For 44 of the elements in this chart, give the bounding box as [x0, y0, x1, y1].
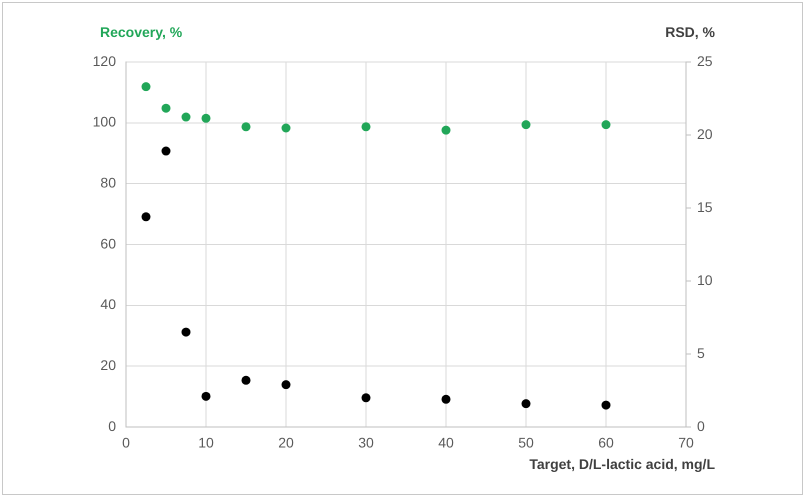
y2-tick-label: 0 — [697, 418, 705, 434]
x-tick-label: 70 — [678, 434, 694, 450]
point — [362, 393, 370, 402]
x-tick-label: 40 — [438, 434, 454, 450]
point — [522, 120, 530, 130]
x-tick-label: 20 — [278, 434, 294, 450]
point — [522, 399, 530, 408]
point — [442, 126, 450, 135]
point — [182, 328, 190, 337]
y2-tick-label: 25 — [697, 52, 713, 69]
x-tick-label: 30 — [358, 434, 374, 450]
point — [442, 394, 450, 404]
y-tick-label: 0 — [108, 418, 116, 434]
point — [202, 392, 210, 401]
point — [142, 212, 150, 222]
y2-axis-title: RSD, % — [665, 24, 715, 40]
point — [142, 82, 150, 92]
y-tick-label: 120 — [92, 52, 116, 69]
point — [162, 104, 170, 113]
y-tick-label: 60 — [100, 235, 116, 252]
point — [162, 146, 170, 156]
y2-tick-label: 20 — [697, 126, 713, 142]
point — [202, 114, 210, 123]
y2-tick-label: 5 — [697, 344, 705, 361]
point — [282, 124, 290, 133]
y2-tick-label: 10 — [697, 272, 713, 288]
y-tick-label: 80 — [100, 174, 116, 191]
y-axis-title: Recovery, % — [100, 24, 182, 40]
y2-tick-label: 15 — [697, 198, 713, 215]
point — [182, 112, 190, 122]
point — [242, 122, 250, 132]
y-tick-label: 20 — [100, 357, 116, 374]
x-axis-title: Target, D/L-lactic acid, mg/L — [529, 456, 715, 472]
point — [282, 380, 290, 390]
point — [602, 400, 610, 410]
y-tick-label: 40 — [100, 296, 116, 312]
x-tick-label: 50 — [518, 434, 534, 450]
point — [362, 122, 370, 132]
x-tick-label: 0 — [122, 434, 130, 450]
y-tick-label: 100 — [92, 114, 116, 130]
point — [602, 120, 610, 130]
x-tick-label: 10 — [198, 434, 214, 450]
x-tick-label: 60 — [598, 434, 614, 450]
point — [242, 376, 250, 385]
